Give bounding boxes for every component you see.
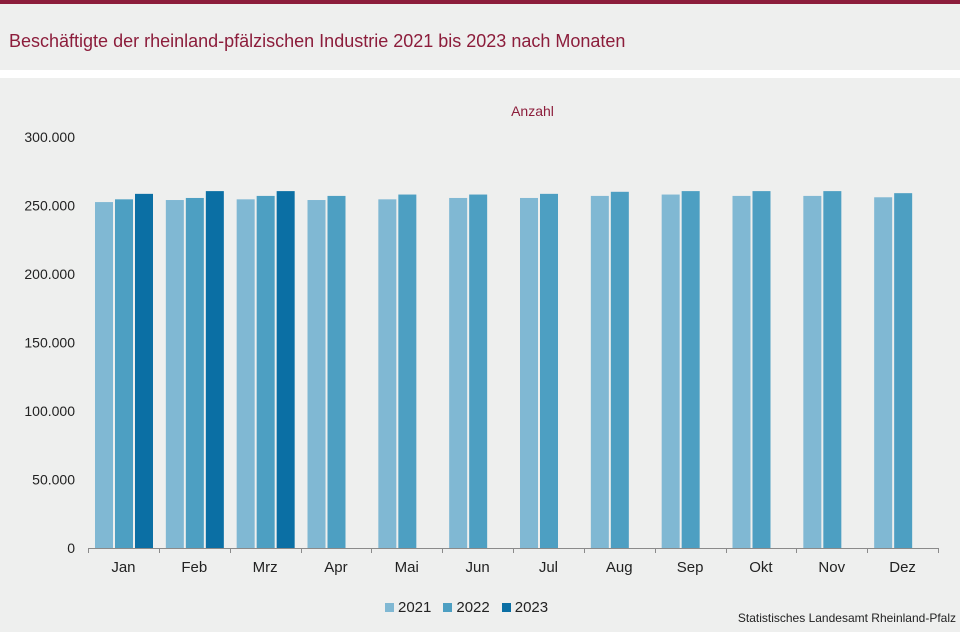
bar-2023-jan xyxy=(135,193,153,549)
bar-2022-dez xyxy=(894,193,913,549)
x-tick-label: Dez xyxy=(889,559,916,576)
y-axis-unit-label: Anzahl xyxy=(511,103,554,119)
legend-swatch-2021 xyxy=(385,602,394,612)
bar-2021-mrz xyxy=(236,199,255,548)
bar-2021-nov xyxy=(803,195,822,548)
bar-2021-apr xyxy=(307,200,326,548)
legend-label-2022: 2022 xyxy=(456,598,490,616)
legend-item-2023: 2023 xyxy=(501,598,549,616)
bar-2021-aug xyxy=(590,195,609,548)
x-tick-label: Jan xyxy=(111,559,135,576)
legend-swatch-2022 xyxy=(443,602,453,612)
bar-2021-okt xyxy=(732,195,751,548)
bar-2023-mrz xyxy=(276,191,295,549)
bar-2022-apr xyxy=(327,195,346,548)
legend-label-2021: 2021 xyxy=(398,598,432,616)
x-tick-label: Jun xyxy=(465,559,489,576)
top-accent-bar xyxy=(0,0,960,4)
x-tick-label: Nov xyxy=(818,559,845,576)
bar-2022-jul xyxy=(540,193,558,549)
chart-header: Beschäftigte der rheinland-pfälzischen I… xyxy=(0,4,960,70)
bar-2022-jun xyxy=(469,194,488,549)
bar-2022-jan xyxy=(115,199,133,548)
legend-label-2023: 2023 xyxy=(514,598,549,616)
x-tick-label: Apr xyxy=(324,559,347,576)
y-tick-label: 0 xyxy=(67,540,75,556)
bar-2021-jun xyxy=(449,197,468,548)
bar-2021-mai xyxy=(378,199,397,548)
bar-2022-aug xyxy=(610,191,629,549)
bar-2022-sep xyxy=(681,191,700,549)
bar-2021-jul xyxy=(520,197,538,548)
y-tick-label: 250.000 xyxy=(24,198,75,214)
x-tick-label: Aug xyxy=(606,559,633,576)
y-tick-label: 200.000 xyxy=(24,266,75,282)
chart-title: Beschäftigte der rheinland-pfälzischen I… xyxy=(9,31,626,51)
y-tick-label: 300.000 xyxy=(24,129,75,145)
legend: 2021 2022 2023 xyxy=(385,598,548,616)
x-tick-label: Feb xyxy=(181,559,207,576)
bar-2021-dez xyxy=(874,197,893,548)
bar-2022-okt xyxy=(752,191,771,549)
bar-2021-sep xyxy=(661,194,680,549)
x-tick-label: Okt xyxy=(749,559,773,576)
source-note: Statistisches Landesamt Rheinland-Pfalz xyxy=(737,611,956,625)
bar-2022-feb xyxy=(185,197,204,548)
bar-2022-mrz xyxy=(256,195,275,548)
x-tick-label: Mrz xyxy=(253,559,278,576)
legend-item-2022: 2022 xyxy=(443,598,490,616)
y-tick-label: 150.000 xyxy=(24,335,75,351)
y-tick-label: 50.000 xyxy=(32,472,75,488)
x-tick-label: Mai xyxy=(395,559,419,576)
bar-2023-feb xyxy=(205,191,224,549)
bar-2021-jan xyxy=(95,202,113,548)
bar-2021-feb xyxy=(165,200,184,548)
x-tick-label: Sep xyxy=(677,559,704,576)
legend-swatch-2023 xyxy=(501,602,511,612)
bar-2022-nov xyxy=(823,191,842,549)
bar-2022-mai xyxy=(398,194,417,549)
y-tick-label: 100.000 xyxy=(24,403,75,419)
header-divider xyxy=(0,70,960,78)
x-tick-label: Jul xyxy=(539,559,558,576)
legend-item-2021: 2021 xyxy=(385,599,431,616)
